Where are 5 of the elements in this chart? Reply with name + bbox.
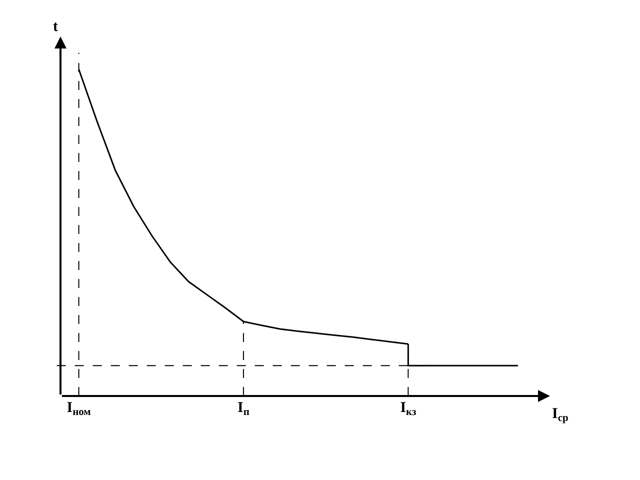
x-tick-label: I$_{кз}$	[400, 400, 416, 418]
x-tick-label: I$_{п}$	[238, 400, 250, 418]
x-axis-title: I$_{ср}$	[552, 406, 569, 424]
x-tick-label: I$_{ном}$	[66, 400, 91, 418]
y-axis-title: t	[53, 19, 58, 35]
